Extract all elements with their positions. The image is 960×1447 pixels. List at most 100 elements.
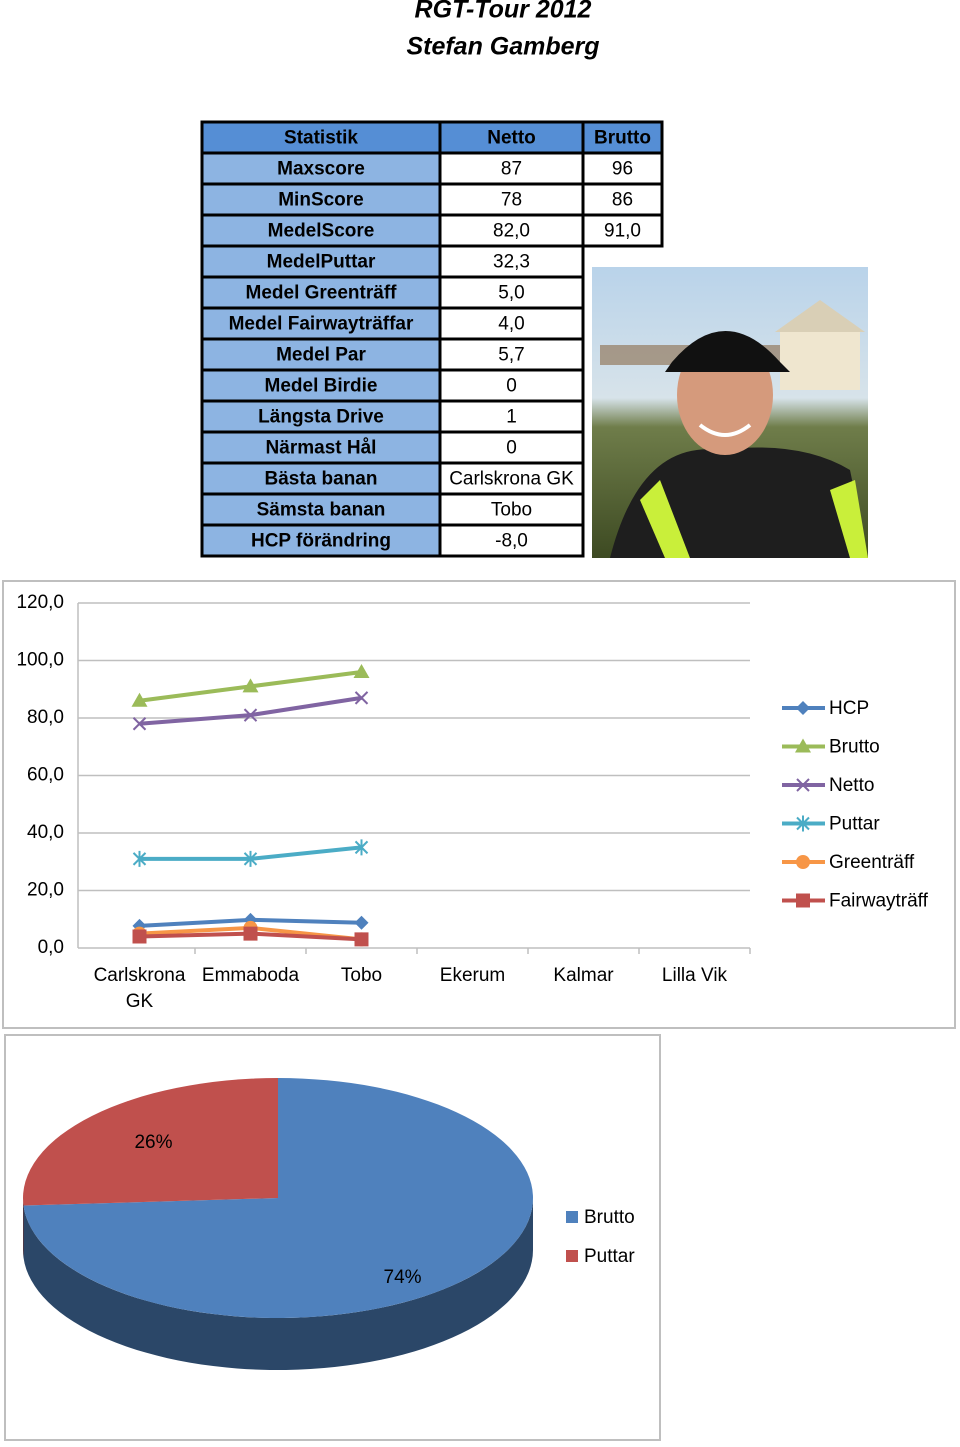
pie-slice (22, 1078, 279, 1206)
marker (796, 778, 810, 792)
table-cell-text: Medel Birdie (265, 376, 378, 397)
line-chart-frame (2, 580, 956, 1029)
pie-label: 74% (384, 1267, 422, 1288)
table-cell-text: 5,0 (498, 283, 524, 304)
pie-label: 26% (134, 1132, 172, 1153)
x-tick-label: Kalmar (553, 965, 614, 986)
table-cell-text: MedelPuttar (267, 252, 376, 273)
legend-label: Brutto (829, 737, 880, 758)
photo (592, 267, 868, 558)
x-tick-label: Tobo (341, 965, 382, 986)
table-cell-text: HCP förändring (251, 531, 391, 552)
marker (242, 678, 259, 693)
marker (354, 691, 369, 705)
series-line (139, 695, 362, 726)
legend-marker (796, 855, 810, 869)
table-cell (200, 275, 442, 310)
table-cell (581, 213, 664, 248)
marker (132, 850, 147, 867)
table-cell-text: Längsta Drive (258, 407, 384, 428)
legend-swatch (566, 1211, 578, 1223)
table-cell (438, 523, 585, 558)
table-cell-text: Medel Greenträff (246, 283, 398, 304)
legend-label: Puttar (584, 1246, 635, 1267)
pie-side (23, 1198, 24, 1258)
table-cell (438, 182, 585, 217)
marker (243, 926, 258, 941)
legend-label: Fairwayträff (829, 891, 929, 912)
y-tick-label: 100,0 (16, 650, 64, 671)
table-cell-text: 91,0 (604, 221, 641, 242)
table-cell-text: Netto (487, 128, 536, 149)
y-tick-label: 80,0 (27, 707, 64, 728)
marker (353, 664, 370, 678)
marker (243, 850, 258, 867)
table-cell-text: Statistik (284, 128, 358, 149)
legend-label: Brutto (584, 1207, 635, 1228)
legend-label: Greenträff (829, 852, 915, 873)
table-cell-text: 0 (506, 438, 517, 459)
legend-marker (796, 815, 810, 832)
y-tick-label: 20,0 (27, 880, 64, 901)
legend-label: Puttar (829, 814, 880, 835)
legend-marker (796, 701, 810, 715)
marker (131, 692, 148, 707)
table-cell-text: 1 (506, 407, 517, 428)
table-cell-text: Närmast Hål (266, 438, 377, 459)
table-cell-text: -8,0 (495, 531, 528, 552)
table-cell (438, 368, 585, 403)
subtitle: Stefan Gamberg (406, 33, 599, 61)
y-tick-label: 40,0 (27, 822, 64, 843)
pie-side (23, 1198, 534, 1371)
table-cell-text: 96 (612, 159, 633, 180)
marker (243, 708, 258, 722)
y-tick-label: 60,0 (27, 765, 64, 786)
table-cell-text: Brutto (594, 128, 651, 149)
marker (796, 893, 810, 908)
y-tick-label: 120,0 (16, 592, 64, 613)
marker (796, 855, 810, 869)
table-cell (200, 306, 442, 341)
marker (795, 738, 811, 753)
table-cell-text: Tobo (491, 500, 532, 521)
table-cell-text: MinScore (278, 190, 364, 211)
table-cell (438, 244, 585, 279)
marker (354, 915, 369, 930)
pie-slice (23, 1078, 534, 1318)
table-cell-text: Carlskrona GK (449, 469, 574, 490)
marker (796, 815, 810, 832)
table-cell (438, 306, 585, 341)
table-cell-text: Medel Par (276, 345, 366, 366)
legend-swatch (566, 1250, 578, 1262)
marker (132, 929, 147, 944)
marker (354, 839, 369, 856)
pie-chart-frame (4, 1034, 661, 1441)
table-cell (200, 492, 442, 527)
table-cell-text: 0 (506, 376, 517, 397)
table-cell (438, 461, 585, 496)
table-cell-text: Bästa banan (265, 469, 378, 490)
legend-label: Netto (829, 775, 874, 796)
table-cell-text: 4,0 (498, 314, 524, 335)
table-cell-text: 78 (501, 190, 522, 211)
title: RGT-Tour 2012 (415, 0, 592, 24)
table-cell-text: Sämsta banan (257, 500, 386, 521)
table-cell (581, 151, 664, 186)
x-tick-label: Emmaboda (202, 965, 300, 986)
table-cell (200, 430, 442, 465)
table-cell (438, 337, 585, 372)
x-tick-label: Ekerum (440, 965, 505, 986)
marker (132, 717, 147, 731)
table-cell-text: 82,0 (493, 221, 530, 242)
table-cell (200, 368, 442, 403)
table-cell-text: 87 (501, 159, 522, 180)
legend-marker (796, 778, 810, 792)
table-cell-text: 86 (612, 190, 633, 211)
legend-marker (796, 893, 810, 908)
table-cell-text: 32,3 (493, 252, 530, 273)
legend-marker (795, 738, 811, 753)
table-cell-text: Maxscore (277, 159, 365, 180)
marker (354, 932, 369, 947)
